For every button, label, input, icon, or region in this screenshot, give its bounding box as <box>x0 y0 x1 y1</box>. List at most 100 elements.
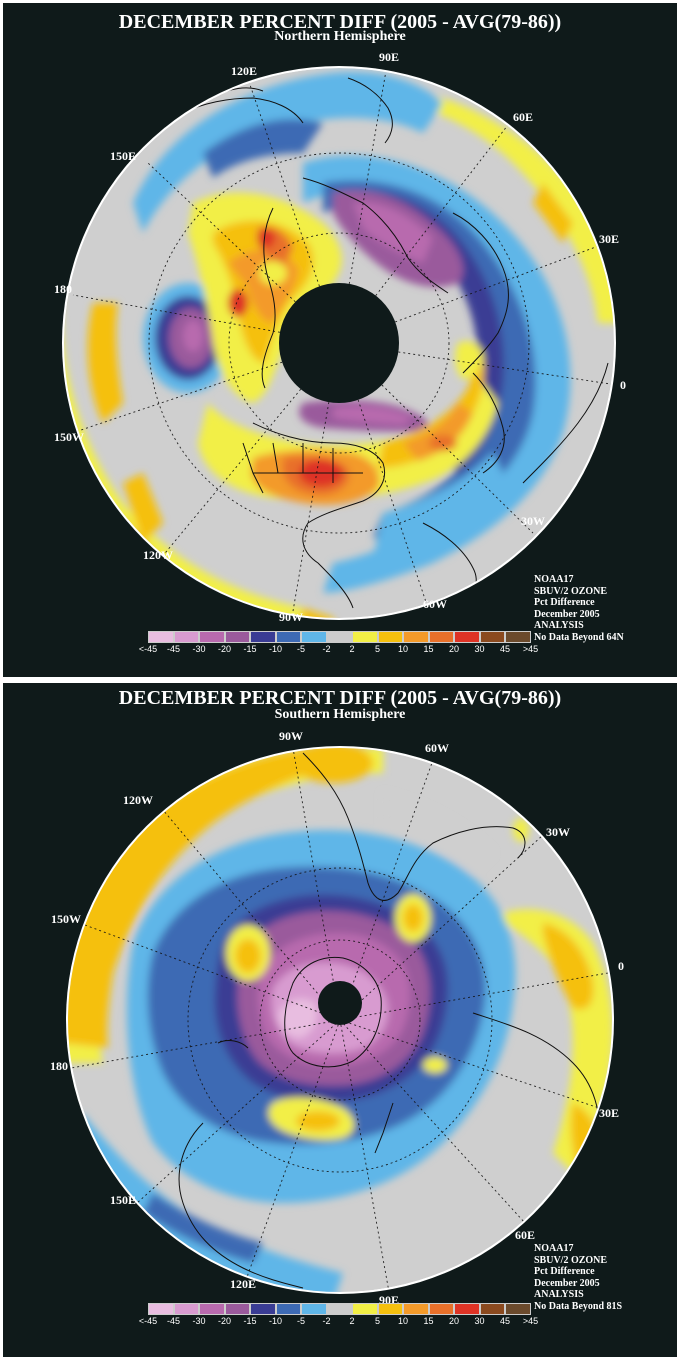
north-title: DECEMBER PERCENT DIFF (2005 - AVG(79-86)… <box>118 11 562 33</box>
north-lon-label: 90W <box>279 610 303 624</box>
legend-label: -2 <box>322 644 331 654</box>
legend-swatches <box>148 1303 548 1315</box>
info-line: No Data Beyond 64N <box>534 631 624 643</box>
south-lon-label: 150E <box>110 1193 136 1207</box>
legend-label: -20 <box>217 1316 232 1326</box>
legend-swatch <box>479 631 505 643</box>
legend-label: 45 <box>499 644 511 654</box>
legend-swatch <box>377 1303 403 1315</box>
info-line: NOAA17 <box>534 1243 574 1254</box>
legend-label: 30 <box>474 1316 485 1326</box>
legend-label: >45 <box>522 1316 539 1326</box>
legend-label: 5 <box>374 644 381 654</box>
south-lon-label: 60W <box>425 741 449 755</box>
south-longitude-labels: 90W 60W 30W 0 30E 60E 90E 120E 150E 180 … <box>50 729 624 1307</box>
legend-label: -45 <box>166 1316 181 1326</box>
south-title: DECEMBER PERCENT DIFF (2005 - AVG(79-86)… <box>118 687 562 709</box>
south-lon-label: 30E <box>599 1106 619 1120</box>
legend-labels: <-45 -45 -30 -20 -15 -10 -5 -2 2 5 10 15 20 30 45 >45 <box>139 643 548 655</box>
legend-swatch <box>301 631 327 643</box>
legend-swatch <box>377 631 403 643</box>
legend-label: 45 <box>499 1316 511 1326</box>
legend-label: -15 <box>243 644 257 654</box>
legend-swatch <box>454 1303 480 1315</box>
legend-label: -30 <box>192 1316 206 1326</box>
north-lon-label: 90E <box>379 50 399 64</box>
legend-swatches <box>148 631 548 643</box>
legend-label: 30 <box>474 644 485 654</box>
south-info-block: NOAA17 SBUV/2 OZONE Pct Difference Decem… <box>534 1243 622 1312</box>
south-lon-label: 60E <box>515 1228 535 1242</box>
info-line: Pct Difference <box>534 597 595 608</box>
legend-swatch <box>199 631 225 643</box>
legend-label: <-45 <box>138 1316 158 1326</box>
legend-label: 10 <box>397 644 409 654</box>
info-line: SBUV/2 OZONE <box>534 585 608 597</box>
legend-swatch <box>199 1303 225 1315</box>
north-lon-label: 150W <box>54 430 84 444</box>
north-lon-label: 120W <box>143 548 173 562</box>
south-lon-label: 30W <box>546 825 570 839</box>
legend-swatch <box>224 631 250 643</box>
legend-label: -10 <box>268 644 283 654</box>
legend-swatch <box>454 631 480 643</box>
legend-swatch <box>428 1303 454 1315</box>
legend-label: -2 <box>322 1316 331 1326</box>
legend-swatch <box>250 1303 276 1315</box>
north-lon-label: 60E <box>513 110 533 124</box>
legend-swatch <box>250 631 276 643</box>
legend-label: >45 <box>522 644 539 654</box>
north-lon-label: 60W <box>423 597 447 611</box>
south-lon-label: 150W <box>51 912 81 926</box>
northern-hemisphere-panel: DECEMBER PERCENT DIFF (2005 - AVG(79-86)… <box>3 3 677 677</box>
info-line: No Data Beyond 81S <box>534 1300 623 1312</box>
north-lon-label: 30W <box>521 514 545 528</box>
legend-label: 5 <box>374 1316 381 1326</box>
south-color-legend: <-45 -45 -30 -20 -15 -10 -5 -2 2 5 10 15 20 30 45 >45 <box>139 1303 548 1327</box>
north-polar-map: 90E 60E 30E 0 30W 60W 90W 120W 150W 180 … <box>54 50 626 624</box>
south-lon-label: 120E <box>230 1277 256 1291</box>
south-polar-map: 90W 60W 30W 0 30E 60E 90E 120E 150E 180 … <box>50 729 624 1307</box>
info-line: December 2005 <box>534 608 600 620</box>
southern-hemisphere-panel: DECEMBER PERCENT DIFF (2005 - AVG(79-86)… <box>3 683 677 1357</box>
legend-swatch <box>326 631 352 643</box>
legend-labels: <-45 -45 -30 -20 -15 -10 -5 -2 2 5 10 15 20 30 45 >45 <box>139 1315 548 1327</box>
legend-swatch <box>148 1303 174 1315</box>
south-no-data-disk <box>318 981 362 1025</box>
legend-label: -10 <box>268 1316 283 1326</box>
north-color-legend: <-45 -45 -30 -20 -15 -10 -5 -2 2 5 10 15 20 30 45 >45 <box>139 631 548 655</box>
legend-label: -20 <box>217 644 232 654</box>
legend-label: <-45 <box>138 644 158 654</box>
info-line: ANALYSIS <box>534 620 584 631</box>
legend-swatch <box>352 1303 378 1315</box>
legend-label: 2 <box>349 1316 355 1326</box>
north-info-block: NOAA17 SBUV/2 OZONE Pct Difference Decem… <box>534 574 624 643</box>
info-line: NOAA17 <box>534 574 574 585</box>
legend-label: -45 <box>166 644 181 654</box>
legend-swatch <box>173 1303 199 1315</box>
legend-swatch <box>479 1303 505 1315</box>
info-line: December 2005 <box>534 1277 600 1289</box>
legend-swatch <box>505 631 531 643</box>
north-lon-label: 180 <box>54 282 72 296</box>
legend-label: 20 <box>448 1316 460 1326</box>
legend-label: 10 <box>397 1316 409 1326</box>
legend-swatch <box>301 1303 327 1315</box>
south-lon-label: 90W <box>279 729 303 743</box>
legend-label: 20 <box>448 644 460 654</box>
legend-swatch <box>275 631 301 643</box>
north-no-data-disk <box>279 283 399 403</box>
south-graticule <box>70 748 609 1292</box>
legend-swatch <box>505 1303 531 1315</box>
legend-label: -5 <box>296 1316 306 1326</box>
legend-swatch <box>403 1303 429 1315</box>
south-contour-field <box>68 748 612 1292</box>
info-line: ANALYSIS <box>534 1289 584 1300</box>
north-lon-label: 150E <box>110 149 136 163</box>
legend-label: 15 <box>423 1316 434 1326</box>
legend-swatch <box>148 631 174 643</box>
north-subtitle: Northern Hemisphere <box>274 29 406 44</box>
legend-label: -5 <box>296 644 306 654</box>
north-lon-label: 0 <box>620 378 626 392</box>
info-line: SBUV/2 OZONE <box>534 1254 608 1266</box>
